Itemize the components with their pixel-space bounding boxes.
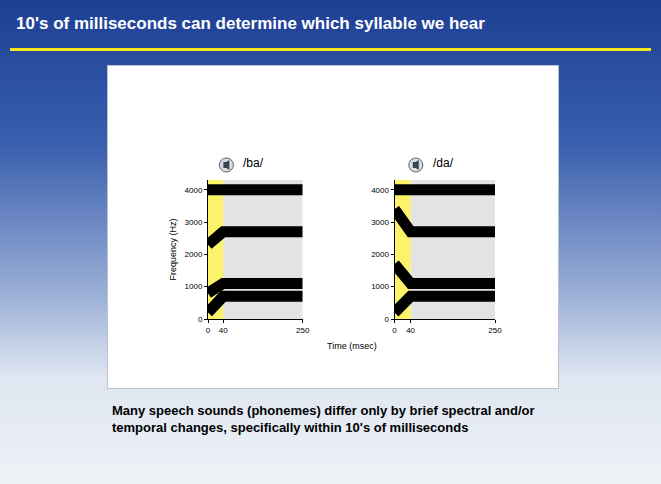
html-text:10's of milliseconds can deter: 10's of milliseconds can determine which… [16,14,485,33]
svg-text:2000: 2000 [185,250,203,259]
svg-text:4000: 4000 [185,186,203,195]
svg-text:2000: 2000 [371,250,389,259]
svg-text:/da/: /da/ [433,156,454,170]
svg-text:0: 0 [392,326,397,335]
svg-text:40: 40 [406,326,415,335]
svg-text:250: 250 [296,326,310,335]
svg-text:0: 0 [198,315,203,324]
svg-text:3000: 3000 [185,218,203,227]
svg-text:250: 250 [488,326,502,335]
svg-text:4000: 4000 [371,186,389,195]
svg-text:0: 0 [384,315,389,324]
svg-text:Frequency (Hz): Frequency (Hz) [168,218,178,280]
svg-text:40: 40 [219,326,228,335]
svg-text:1000: 1000 [185,282,203,291]
svg-text:0: 0 [206,326,211,335]
svg-text:/ba/: /ba/ [243,156,264,170]
svg-text:Time (msec): Time (msec) [327,341,377,351]
svg-text:3000: 3000 [371,218,389,227]
html-text:Many speech sounds (phonemes): Many speech sounds (phonemes) differ onl… [112,403,535,435]
svg-text:1000: 1000 [371,282,389,291]
